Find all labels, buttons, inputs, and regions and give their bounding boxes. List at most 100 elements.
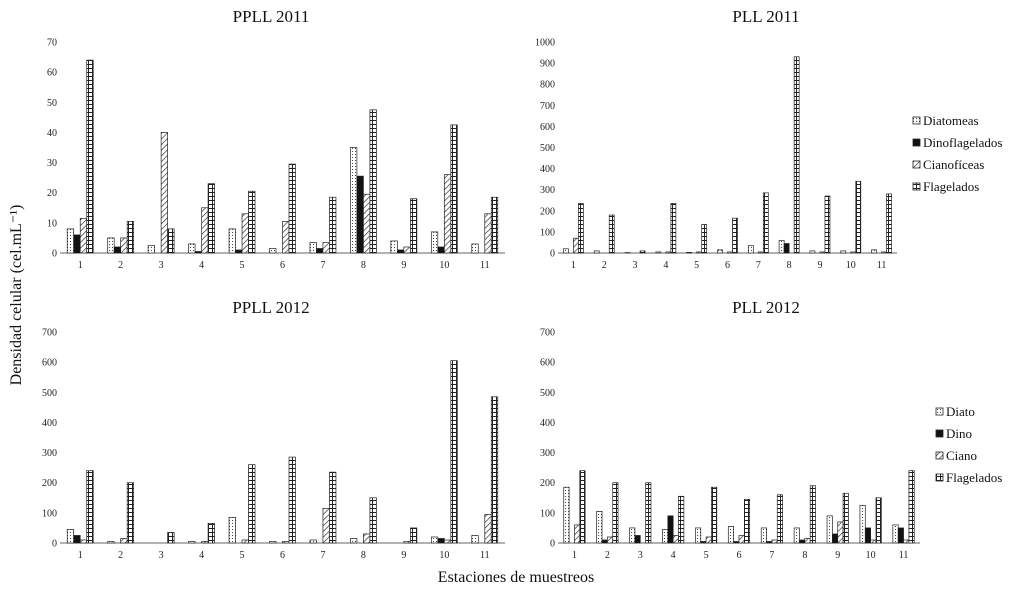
bar-flagelados [645, 482, 652, 544]
bar-flagelados [875, 497, 882, 544]
bar-cianof-ceas [696, 251, 703, 254]
bar-flagelados [126, 221, 135, 254]
bar-dinoflagelados [437, 246, 445, 254]
bar-flagelados [369, 497, 377, 544]
bar-flagelados [842, 492, 849, 544]
bar-flagelados [86, 59, 94, 254]
y-tick-label: 0 [550, 539, 555, 550]
bar-cianof-ceas [665, 251, 672, 254]
legend-label: Diato [946, 404, 975, 419]
legend-swatch-flagelados [912, 182, 921, 191]
x-tick-label: 8 [361, 260, 366, 271]
bar-diatomeas [430, 536, 439, 544]
bar-cianof-ceas [241, 539, 249, 544]
y-tick-label: 70 [47, 38, 57, 49]
bar-flagelados [608, 214, 615, 254]
bar-cianof-ceas [403, 246, 411, 254]
bar-flagelados [670, 203, 677, 254]
x-tick-label: 9 [401, 260, 406, 271]
x-tick-label: 7 [320, 550, 325, 561]
bar-flagelados [809, 485, 816, 544]
bar-flagelados [450, 124, 458, 254]
bar-flagelados [410, 527, 418, 544]
x-tick-label: 9 [817, 260, 822, 271]
bar-diatomeas [269, 541, 277, 544]
legend-label: Dino [946, 426, 972, 441]
y-tick-label: 700 [540, 101, 555, 112]
bar-dino [601, 539, 608, 544]
bar-diato [563, 486, 570, 544]
y-tick-label: 40 [47, 128, 57, 139]
x-tick-label: 1 [571, 260, 576, 271]
bar-cianof-ceas [363, 193, 371, 254]
bar-flagelados [248, 190, 256, 254]
bar-dinoflagelados [783, 243, 790, 254]
bar-cianof-ceas [322, 242, 330, 254]
bar-flagelados [855, 180, 862, 254]
y-tick-label: 500 [540, 143, 555, 154]
bar-flagelados [578, 203, 584, 254]
x-tick-label: 11 [899, 550, 909, 561]
y-tick-label: 100 [540, 227, 555, 238]
y-tick-label: 200 [540, 206, 555, 217]
bar-dinoflagelados [73, 234, 81, 254]
bar-flagelados [248, 464, 256, 544]
x-tick-label: 2 [118, 260, 123, 271]
x-tick-label: 11 [480, 550, 490, 561]
bar-dinoflagelados [316, 248, 324, 254]
bar-diato [695, 527, 702, 544]
y-tick-label: 800 [540, 80, 555, 91]
bar-dino [634, 535, 641, 544]
bar-dinoflagelados [356, 175, 364, 254]
bar-flagelados [329, 196, 337, 254]
bar-flagelados [579, 470, 586, 544]
bar-cianof-ceas [201, 541, 209, 544]
bar-cianof-ceas [881, 251, 887, 254]
bar-cianof-ceas [322, 507, 330, 544]
y-tick-label: 100 [540, 508, 555, 519]
bar-flagelados [678, 495, 685, 544]
bar-diatomeas [655, 251, 662, 254]
bar-diatomeas [309, 539, 317, 544]
x-tick-label: 2 [118, 550, 123, 561]
legend-label: Cianofíceas [923, 157, 984, 172]
y-tick-label: 700 [540, 328, 555, 339]
bar-ciano [574, 524, 581, 544]
bar-diato [826, 515, 833, 544]
bar-ciano [870, 539, 877, 544]
bar-cianof-ceas [241, 213, 249, 254]
panel-title: PPLL 2011 [233, 7, 310, 26]
bar-dinoflagelados [194, 251, 202, 254]
x-tick-label: 10 [866, 550, 876, 561]
bar-dino [733, 541, 740, 544]
x-tick-label: 5 [240, 260, 245, 271]
legend-swatch-ciano [935, 451, 944, 460]
y-tick-label: 300 [42, 448, 57, 459]
legend-label: Flagelados [946, 470, 1002, 485]
bar-cianof-ceas [727, 251, 733, 254]
bar-cianof-ceas [757, 251, 764, 254]
bar-diatomeas [747, 245, 754, 254]
y-tick-label: 200 [540, 478, 555, 489]
bar-diatomeas [871, 249, 877, 254]
bar-flagelados [207, 183, 215, 254]
bar-diatomeas [390, 240, 398, 254]
bar-diatomeas [228, 517, 236, 544]
bar-cianof-ceas [120, 237, 128, 254]
x-tick-label: 9 [401, 550, 406, 561]
bar-diatomeas [188, 243, 196, 254]
bar-flagelados [288, 456, 296, 544]
y-tick-label: 600 [540, 122, 555, 133]
bar-flagelados [490, 196, 499, 254]
y-tick-label: 0 [550, 249, 555, 260]
x-tick-label: 4 [199, 550, 204, 561]
bar-diatomeas [593, 250, 600, 254]
bar-cianof-ceas [484, 213, 492, 254]
bar-diatomeas [350, 147, 358, 254]
legend-label: Flagelados [923, 179, 979, 194]
bar-cianof-ceas [819, 251, 826, 254]
bar-cianof-ceas [363, 533, 371, 544]
x-tick-label: 2 [605, 550, 610, 561]
x-tick-label: 4 [199, 260, 204, 271]
legend-label: Ciano [946, 448, 977, 463]
